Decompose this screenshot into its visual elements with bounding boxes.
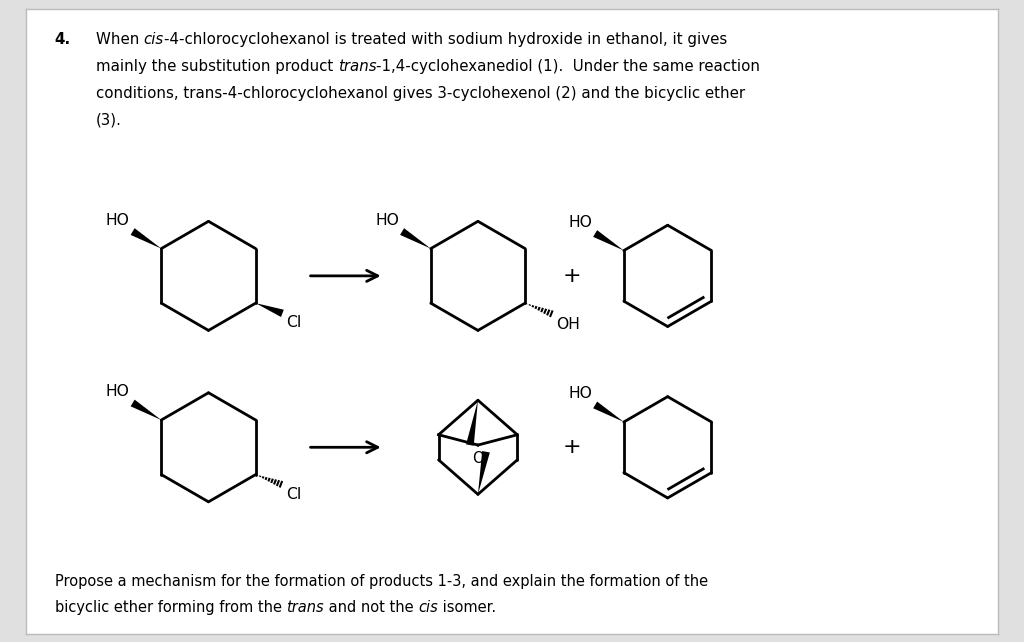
Text: -1,4-cyclohexanediol (1).  Under the same reaction: -1,4-cyclohexanediol (1). Under the same…: [376, 59, 760, 74]
Text: Cl: Cl: [286, 487, 301, 502]
Text: HO: HO: [105, 213, 130, 228]
Polygon shape: [593, 230, 624, 250]
Polygon shape: [593, 401, 624, 422]
Text: Propose a mechanism for the formation of products 1-3, and explain the formation: Propose a mechanism for the formation of…: [55, 574, 708, 589]
Text: 4.: 4.: [55, 32, 71, 48]
Text: Cl: Cl: [286, 315, 301, 331]
Text: (3).: (3).: [95, 113, 122, 128]
Text: HO: HO: [568, 386, 592, 401]
Text: and not the: and not the: [324, 600, 418, 615]
Text: conditions, trans-4-chlorocyclohexanol gives 3-cyclohexenol (2) and the bicyclic: conditions, trans-4-chlorocyclohexanol g…: [95, 86, 744, 101]
Text: trans: trans: [338, 59, 376, 74]
Text: cis: cis: [143, 32, 164, 48]
Text: isomer.: isomer.: [438, 600, 497, 615]
Text: +: +: [563, 266, 582, 286]
Polygon shape: [400, 228, 431, 248]
Polygon shape: [256, 303, 284, 317]
Polygon shape: [131, 399, 162, 420]
Text: trans: trans: [287, 600, 324, 615]
Polygon shape: [478, 451, 489, 494]
Text: When: When: [95, 32, 143, 48]
Text: O: O: [472, 451, 483, 466]
Text: mainly the substitution product: mainly the substitution product: [95, 59, 338, 74]
Polygon shape: [131, 228, 162, 248]
Text: OH: OH: [556, 317, 581, 333]
Polygon shape: [466, 400, 478, 446]
Text: HO: HO: [105, 384, 130, 399]
Text: HO: HO: [375, 213, 399, 228]
Text: +: +: [563, 437, 582, 457]
Text: bicyclic ether forming from the: bicyclic ether forming from the: [55, 600, 287, 615]
Text: cis: cis: [418, 600, 438, 615]
Text: -4-chlorocyclohexanol is treated with sodium hydroxide in ethanol, it gives: -4-chlorocyclohexanol is treated with so…: [164, 32, 727, 48]
Text: HO: HO: [568, 214, 592, 230]
